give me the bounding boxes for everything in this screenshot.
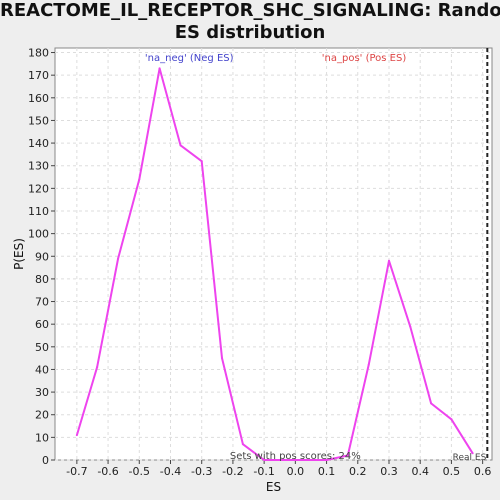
y-tick-label: 120 [28,182,49,195]
y-axis-label: P(ES) [12,238,26,270]
chart-title-line-2: ES distribution [174,22,326,43]
y-tick-label: 20 [35,409,49,422]
data-point [450,418,453,421]
data-point [200,160,203,163]
neg-annotation: 'na_neg' (Neg ES) [145,53,234,64]
axes: 0 10 20 30 40 50 60 70 80 90 100 110 120 130 140 150 160… [12,47,491,494]
y-tick-label: 50 [35,341,49,354]
data-point [158,67,161,70]
y-tick-label: 60 [35,318,49,331]
pos-scores-annotation: Sets with pos scores: 24% [230,451,361,462]
y-tick-label: 140 [28,137,49,150]
data-point [303,459,306,461]
data-point [387,259,390,262]
data-point [367,363,370,366]
x-tick-label: 0.6 [474,465,492,478]
x-tick-label: -0.1 [253,465,274,478]
x-tick-label: -0.6 [97,465,118,478]
data-point [346,454,349,457]
data-point [220,357,223,360]
y-tick-label: 70 [35,296,49,309]
pos-annotation: 'na_pos' (Pos ES) [322,53,407,64]
y-tick-label: 10 [35,431,49,444]
x-tick-label: 0.5 [443,465,461,478]
x-tick-label: -0.2 [222,465,243,478]
annotations: 'na_neg' (Neg ES) 'na_pos' (Pos ES) Sets w… [145,53,487,463]
x-axis-label: ES [266,480,281,494]
x-tick-label: 0.1 [318,465,336,478]
y-tick-label: 0 [42,454,49,467]
x-tick-label: -0.3 [191,465,212,478]
y-tick-label: 80 [35,273,49,286]
x-tick-label: 0.0 [287,465,305,478]
y-tick-label: 180 [28,47,49,60]
data-point [430,402,433,405]
x-tick-label: 0.3 [380,465,398,478]
y-tick-label: 110 [28,205,49,218]
y-tick-label: 170 [28,69,49,82]
y-tick-label: 40 [35,363,49,376]
y-tick-label: 160 [28,92,49,105]
real-es-annotation: Real ES [453,453,487,463]
series-line [75,67,474,461]
data-point [325,459,328,461]
y-tick-label: 130 [28,160,49,173]
y-tick-label: 100 [28,228,49,241]
x-tick-label: -0.7 [66,465,87,478]
data-marks [75,48,489,461]
chart-title-line-1: REACTOME_IL_RECEPTOR_SHC_SIGNALING: Rand… [0,0,500,21]
x-tick-label: -0.5 [129,465,150,478]
data-point [283,459,286,461]
data-point [138,178,141,181]
data-point [409,325,412,328]
x-tick-label: 0.2 [349,465,367,478]
data-point [117,257,120,260]
chart-title: REACTOME_IL_RECEPTOR_SHC_SIGNALING: Rand… [0,0,500,44]
plot-area [54,47,493,461]
data-point [471,452,474,455]
x-tick-label: 0.4 [411,465,429,478]
x-tick-label: -0.4 [160,465,181,478]
data-point [241,443,244,446]
y-tick-label: 150 [28,114,49,127]
data-point [75,434,78,437]
y-tick-label: 90 [35,250,49,263]
data-point [96,366,99,369]
data-point [263,459,266,461]
y-tick-label: 30 [35,386,49,399]
grid-lines [55,48,492,461]
data-point [179,144,182,147]
